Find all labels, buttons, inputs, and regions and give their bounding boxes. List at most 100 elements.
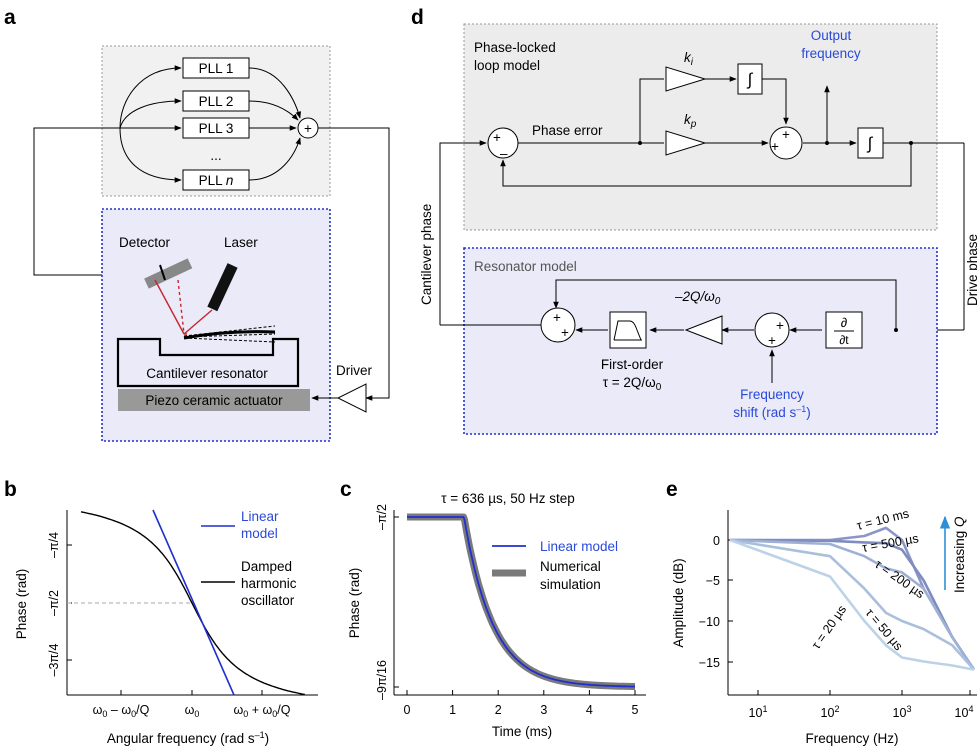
phase-integrator-symbol: ∫	[867, 134, 874, 153]
drive-phase-label: Drive phase	[965, 234, 977, 306]
pll-model-title-2: loop model	[474, 58, 540, 73]
pll-3-label: PLL 3	[199, 121, 234, 136]
e-curve-4	[729, 538, 975, 671]
direct-drive-line	[553, 279, 897, 330]
e-curve-2	[729, 538, 976, 671]
driver-triangle	[336, 383, 367, 413]
ki-label: ki	[684, 50, 694, 68]
panel-e: e 0 −5 −10 −15 Amplitude (dB) 101 102 10…	[666, 478, 977, 746]
pll-sum-plus-left: +	[771, 139, 779, 154]
c-xlabel: Time (ms)	[492, 724, 552, 739]
e-ytick-2: −10	[699, 615, 720, 629]
laser-beams	[154, 279, 213, 335]
b-legend-osc-3: oscillator	[241, 593, 295, 608]
panel-d-label: d	[411, 6, 424, 29]
e-ytick-0: 0	[713, 534, 720, 548]
cantilever-label: Cantilever resonator	[146, 366, 268, 381]
derivative-denominator: ∂t	[839, 333, 849, 347]
freq-shift-label-1: Frequency	[740, 387, 804, 402]
e-y-ticks	[728, 539, 733, 663]
b-legend-linear-1: Linear	[241, 509, 279, 524]
output-frequency-label-1: Output	[811, 28, 852, 43]
e-ytick-3: −15	[699, 656, 720, 670]
ki-integrator-block	[737, 63, 763, 95]
sum-plus: +	[304, 121, 312, 136]
freq-sum-plus-right: +	[776, 318, 784, 333]
b-xtick-0: ω0 – ω0/Q	[93, 703, 150, 719]
laser-label: Laser	[224, 235, 258, 250]
panel-a-label: a	[4, 6, 16, 29]
e-ytick-1: −5	[706, 574, 720, 588]
b-xlabel: Angular frequency (rad s–1)	[107, 730, 269, 746]
detector-feed-line	[33, 127, 160, 276]
c-xtick-label: 0	[404, 703, 411, 717]
e-xlabel: Frequency (Hz)	[805, 731, 898, 746]
panel-a: a PLL 1 PLL 2 PLL 3 ... PLL n +	[4, 6, 390, 442]
pll-sum-junction	[769, 126, 803, 160]
pll-model-title-1: Phase-locked	[474, 40, 556, 55]
b-ylabel: Phase (rad)	[14, 569, 29, 640]
detector-label: Detector	[119, 235, 171, 250]
c-x-tick-labels: 0 1 2 3 4 5	[404, 703, 639, 717]
phase-error-label: Phase error	[532, 123, 603, 138]
panel-c: c τ = 636 µs, 50 Hz step –π/2 –9π/16 Pha…	[340, 478, 646, 739]
c-x-ticks	[406, 690, 636, 695]
cantilever-phase-label: Cantilever phase	[419, 204, 434, 305]
resonator-sum-junction	[540, 307, 576, 343]
e-xtick-2: 103	[893, 704, 912, 720]
feedback-line	[500, 143, 912, 187]
phase-integrator-block	[857, 127, 884, 159]
driver-feed-line	[318, 127, 390, 401]
pll-n-label: PLL n	[199, 173, 234, 188]
cantilever-icon	[116, 325, 300, 388]
first-order-label-1: First-order	[601, 357, 664, 372]
c-legend-linear: Linear model	[540, 539, 618, 554]
b-linear-model-line	[152, 509, 235, 696]
panel-d: d Phase-locked loop model + – Phase erro…	[411, 6, 977, 435]
first-order-label-2: τ = 2Q/ω0	[603, 375, 662, 393]
b-legend-linear-2: model	[241, 526, 278, 541]
piezo-label: Piezo ceramic actuator	[145, 393, 283, 408]
driver-label: Driver	[336, 363, 373, 378]
kp-gain-triangle	[665, 130, 707, 156]
e-xtick-0: 101	[749, 704, 768, 720]
b-ticks	[67, 544, 263, 695]
e-curve-0	[730, 526, 976, 671]
panel-b-label: b	[4, 478, 17, 501]
output-frequency-label-2: frequency	[801, 46, 861, 61]
panel-b: b –π/4 –π/2 –3π/4 Phase (rad) ω0 – ω0/Q …	[4, 478, 318, 746]
c-xtick-label: 4	[586, 703, 593, 717]
panel-c-label: c	[340, 478, 352, 501]
error-sum-plus: +	[493, 130, 501, 145]
e-increasing-q-label: Increasing Q	[952, 516, 967, 593]
ki-branch-line	[639, 78, 664, 143]
ki-gain-triangle	[665, 66, 707, 92]
c-xtick-label: 1	[449, 703, 456, 717]
first-order-filter-block	[609, 311, 647, 349]
lowpass-icon	[613, 320, 642, 341]
ki-integrator-symbol: ∫	[747, 70, 754, 89]
pll-input-lines	[119, 65, 302, 183]
e-label-20us: τ = 20 µs	[809, 603, 849, 652]
pll-boxes: PLL 1 PLL 2 PLL 3 ... PLL n	[182, 57, 250, 191]
b-legend-osc-1: Damped	[241, 559, 292, 574]
e-ylabel: Amplitude (dB)	[671, 558, 686, 647]
e-label-50us: τ = 50 µs	[863, 606, 906, 653]
piezo-block	[118, 389, 310, 411]
c-y-ticks	[394, 516, 399, 688]
c-linear-curve	[407, 516, 635, 688]
e-curve-3	[729, 538, 975, 671]
c-ytick-0: –π/2	[375, 504, 389, 530]
b-oscillator-curve	[80, 511, 305, 696]
c-xtick-label: 3	[540, 703, 547, 717]
pll-ellipsis: ...	[210, 148, 221, 163]
ki-integ-output-line	[762, 78, 789, 125]
b-xtick-2: ω0 + ω0/Q	[233, 703, 290, 719]
c-ytick-1: –9π/16	[375, 660, 389, 700]
cantilever-phase-line	[439, 140, 487, 325]
derivative-numerator: ∂	[841, 315, 847, 330]
resonator-gain-triangle	[684, 315, 723, 345]
freq-sum-junction	[754, 312, 790, 348]
resonator-sum-plus-top: +	[553, 310, 561, 325]
pll-1-label: PLL 1	[199, 61, 234, 76]
